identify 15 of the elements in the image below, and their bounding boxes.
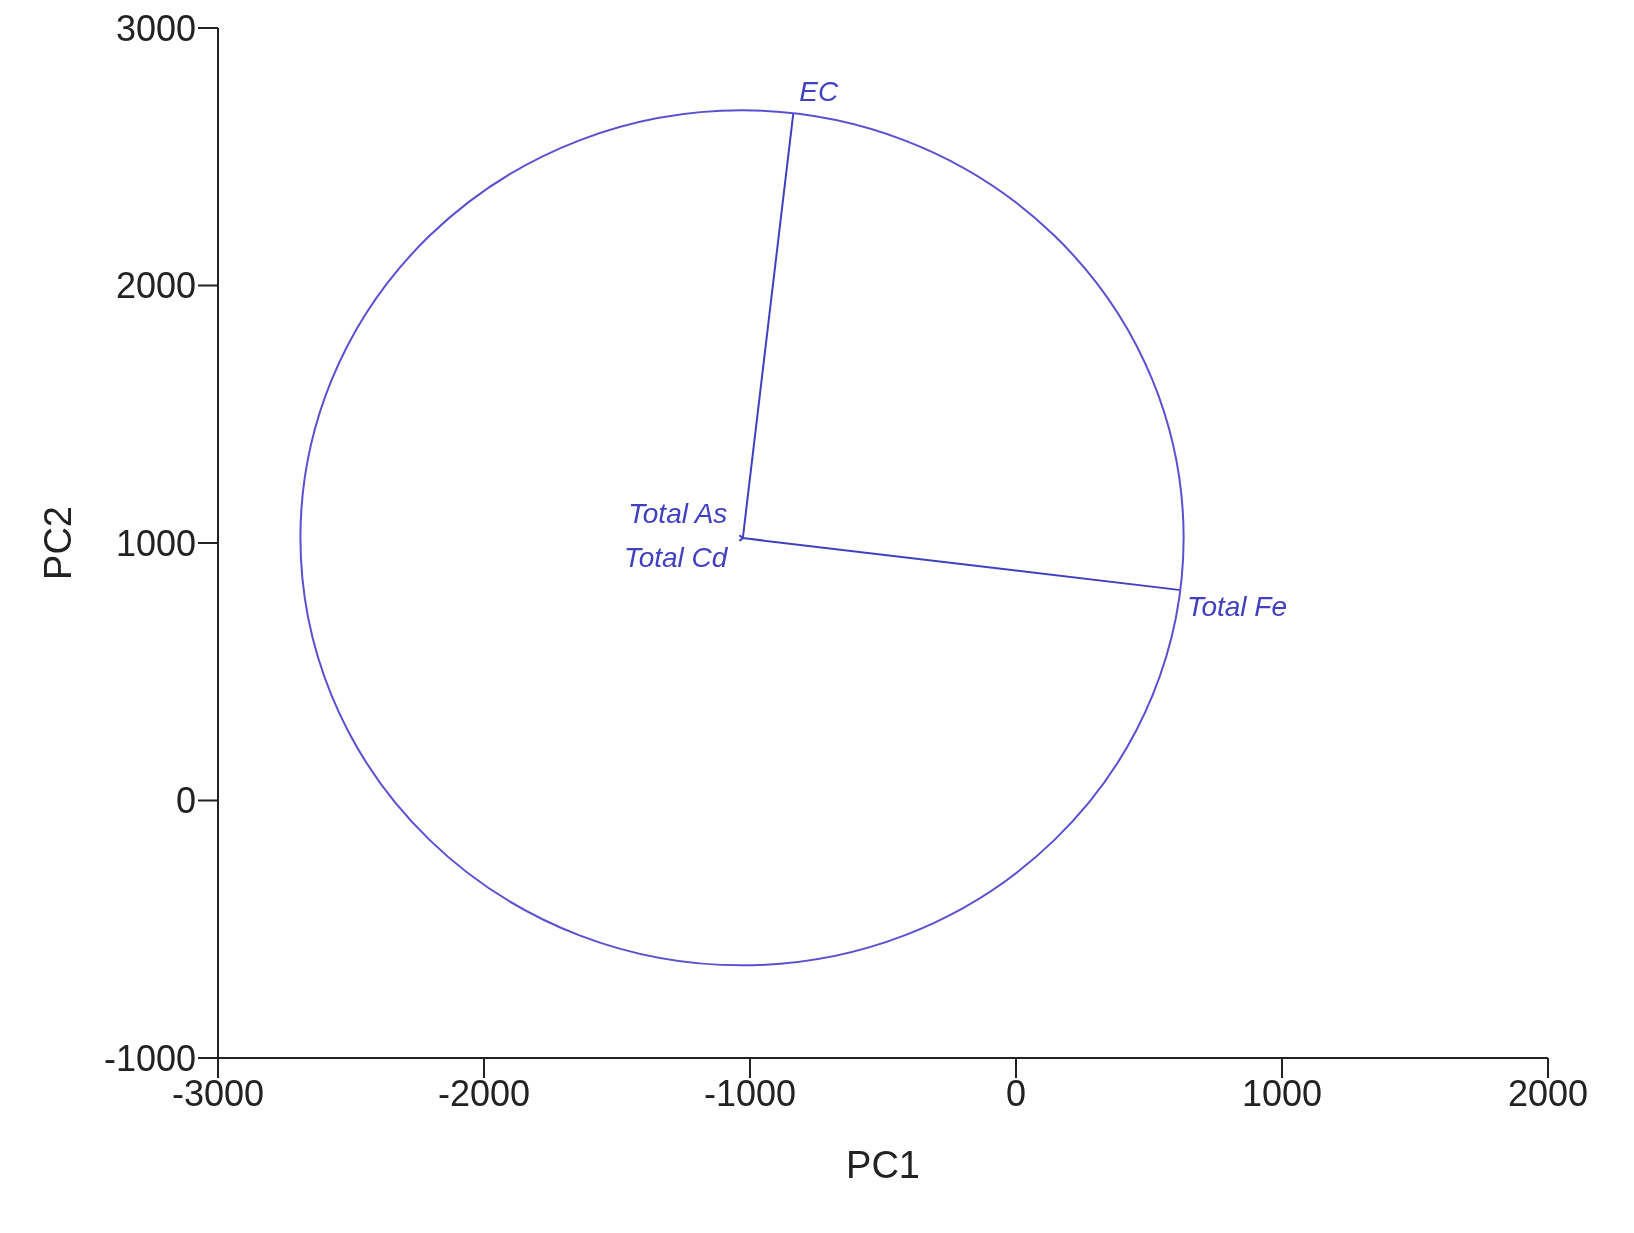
x-tick-label: 1000 [1241, 1072, 1323, 1114]
x-axis-title: PC1 [846, 1144, 920, 1186]
y-tick-label: 0 [175, 780, 196, 822]
x-tick-label: 2000 [1507, 1072, 1589, 1114]
x-tick-label: -1000 [703, 1072, 797, 1114]
x-tick-label: -2000 [437, 1072, 531, 1114]
y-axis-title: PC2 [37, 506, 80, 580]
y-tick-label: 3000 [115, 7, 196, 49]
series-label: Total Cd [624, 541, 729, 573]
y-tick-label: 1000 [115, 522, 196, 564]
series-label: Total As [628, 498, 728, 530]
series-label: Total Fe [1186, 591, 1288, 623]
x-tick-label: 0 [1005, 1072, 1027, 1114]
y-tick-label: 2000 [115, 265, 196, 307]
series-label: EC [799, 75, 840, 107]
